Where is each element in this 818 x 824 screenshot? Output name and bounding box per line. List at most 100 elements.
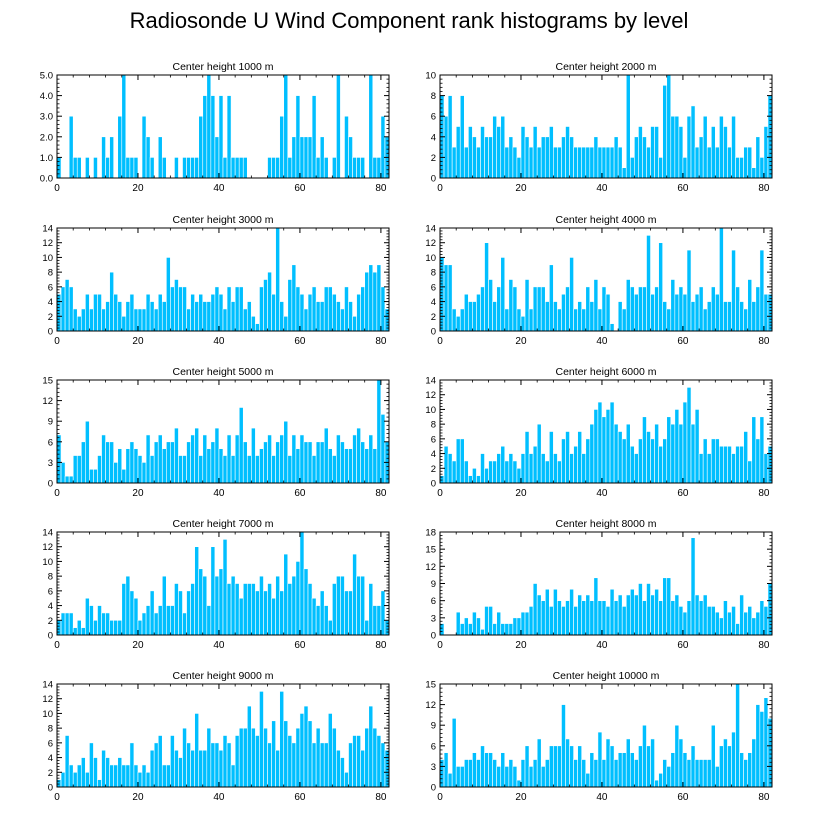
histogram-bar	[597, 308, 603, 332]
histogram-bar	[528, 606, 534, 636]
histogram-bar	[299, 713, 305, 788]
histogram-bar	[117, 619, 123, 636]
histogram-bar	[512, 460, 518, 484]
histogram-bar	[234, 286, 240, 332]
histogram-bar	[238, 286, 244, 332]
histogram-bar	[561, 293, 566, 332]
plot-frame	[439, 683, 773, 788]
x-tick-label: 0	[54, 792, 60, 803]
histogram-bar	[125, 301, 131, 332]
histogram-bar	[376, 605, 382, 636]
histogram-bar	[536, 738, 542, 788]
histogram-bar	[702, 115, 708, 179]
histogram-bar	[459, 438, 465, 484]
histogram-bar	[569, 588, 574, 636]
y-tick-label: 6	[431, 434, 436, 445]
histogram-bar	[186, 742, 191, 788]
y-tick-label: 0.0	[40, 174, 53, 185]
histogram-bar	[72, 455, 78, 484]
histogram-bar	[480, 453, 485, 484]
histogram-bar	[605, 606, 611, 636]
y-tick-label: 0	[431, 327, 436, 338]
panel-title: Center height 4000 m	[556, 214, 657, 226]
y-tick-label: 3.0	[40, 112, 53, 123]
histogram-bar	[76, 315, 82, 332]
y-tick-label: 2	[48, 616, 53, 627]
y-tick-label: 9	[431, 579, 436, 590]
histogram-bar	[275, 575, 280, 636]
histogram-bar	[743, 759, 749, 788]
histogram-bar	[727, 301, 732, 332]
histogram-bar	[472, 752, 477, 788]
histogram-bar	[85, 157, 90, 179]
histogram-bar	[605, 409, 611, 484]
histogram-bar	[279, 434, 285, 484]
histogram-bar	[315, 301, 321, 332]
histogram-bar	[459, 95, 465, 179]
histogram-bar	[194, 713, 200, 788]
histogram-bar	[682, 293, 688, 332]
histogram-bar	[609, 146, 615, 179]
x-tick-label: 20	[515, 792, 527, 803]
histogram-bar	[480, 628, 485, 636]
histogram-bar	[496, 611, 502, 636]
histogram-bar	[364, 619, 370, 636]
histogram-bar	[238, 407, 244, 484]
histogram-bar	[694, 293, 700, 332]
y-tick-label: 6	[431, 741, 436, 752]
histogram-bar	[360, 441, 366, 484]
histogram-bar	[735, 683, 740, 788]
plot-frame	[56, 74, 390, 179]
histogram-bar	[271, 455, 276, 484]
histogram-bar	[340, 757, 345, 788]
histogram-bar	[153, 742, 159, 788]
histogram-bar	[743, 431, 749, 484]
histogram-bar	[210, 95, 216, 179]
histogram-bar	[271, 720, 276, 788]
histogram-bar	[569, 136, 574, 179]
histogram-bar	[613, 600, 619, 636]
histogram-bar	[72, 627, 78, 636]
histogram-bar	[352, 553, 357, 636]
panel-title: Center height 5000 m	[173, 366, 274, 378]
histogram-bar	[585, 772, 591, 788]
x-tick-label: 20	[132, 640, 144, 651]
histogram-bar	[230, 575, 236, 636]
histogram-bar	[238, 727, 244, 788]
histogram-bar	[463, 293, 469, 332]
histogram-bar	[380, 590, 386, 636]
y-tick-label: 0	[48, 783, 53, 794]
x-tick-label: 60	[294, 640, 306, 651]
histogram-bar	[214, 575, 220, 636]
histogram-bar	[145, 293, 151, 332]
histogram-bar	[646, 235, 651, 332]
histogram-bar	[202, 575, 208, 636]
histogram-bar	[613, 423, 619, 484]
histogram-bar	[561, 704, 566, 788]
histogram-bar	[544, 588, 550, 636]
histogram-bar	[356, 157, 361, 179]
histogram-bar	[166, 257, 171, 332]
y-tick-label: 4	[48, 297, 53, 308]
histogram-bar	[234, 157, 240, 179]
histogram-bar	[508, 759, 514, 788]
histogram-bar	[553, 745, 558, 788]
histogram-bar	[190, 583, 195, 636]
histogram-bar	[97, 455, 102, 484]
histogram-bar	[480, 745, 485, 788]
histogram-bar	[549, 126, 554, 179]
histogram-bar	[544, 460, 550, 484]
x-tick-label: 0	[437, 792, 443, 803]
y-tick-label: 2.0	[40, 132, 53, 143]
histogram-bar	[287, 455, 293, 484]
histogram-bar	[763, 606, 769, 636]
histogram-bar	[609, 588, 615, 636]
histogram-bar	[553, 453, 558, 484]
histogram-bar	[443, 445, 449, 484]
histogram-bar	[307, 293, 313, 332]
y-tick-label: 10	[425, 405, 436, 416]
histogram-bar	[731, 453, 736, 484]
histogram-bar	[372, 605, 378, 636]
x-tick-label: 0	[54, 336, 60, 347]
histogram-bar	[731, 115, 736, 179]
